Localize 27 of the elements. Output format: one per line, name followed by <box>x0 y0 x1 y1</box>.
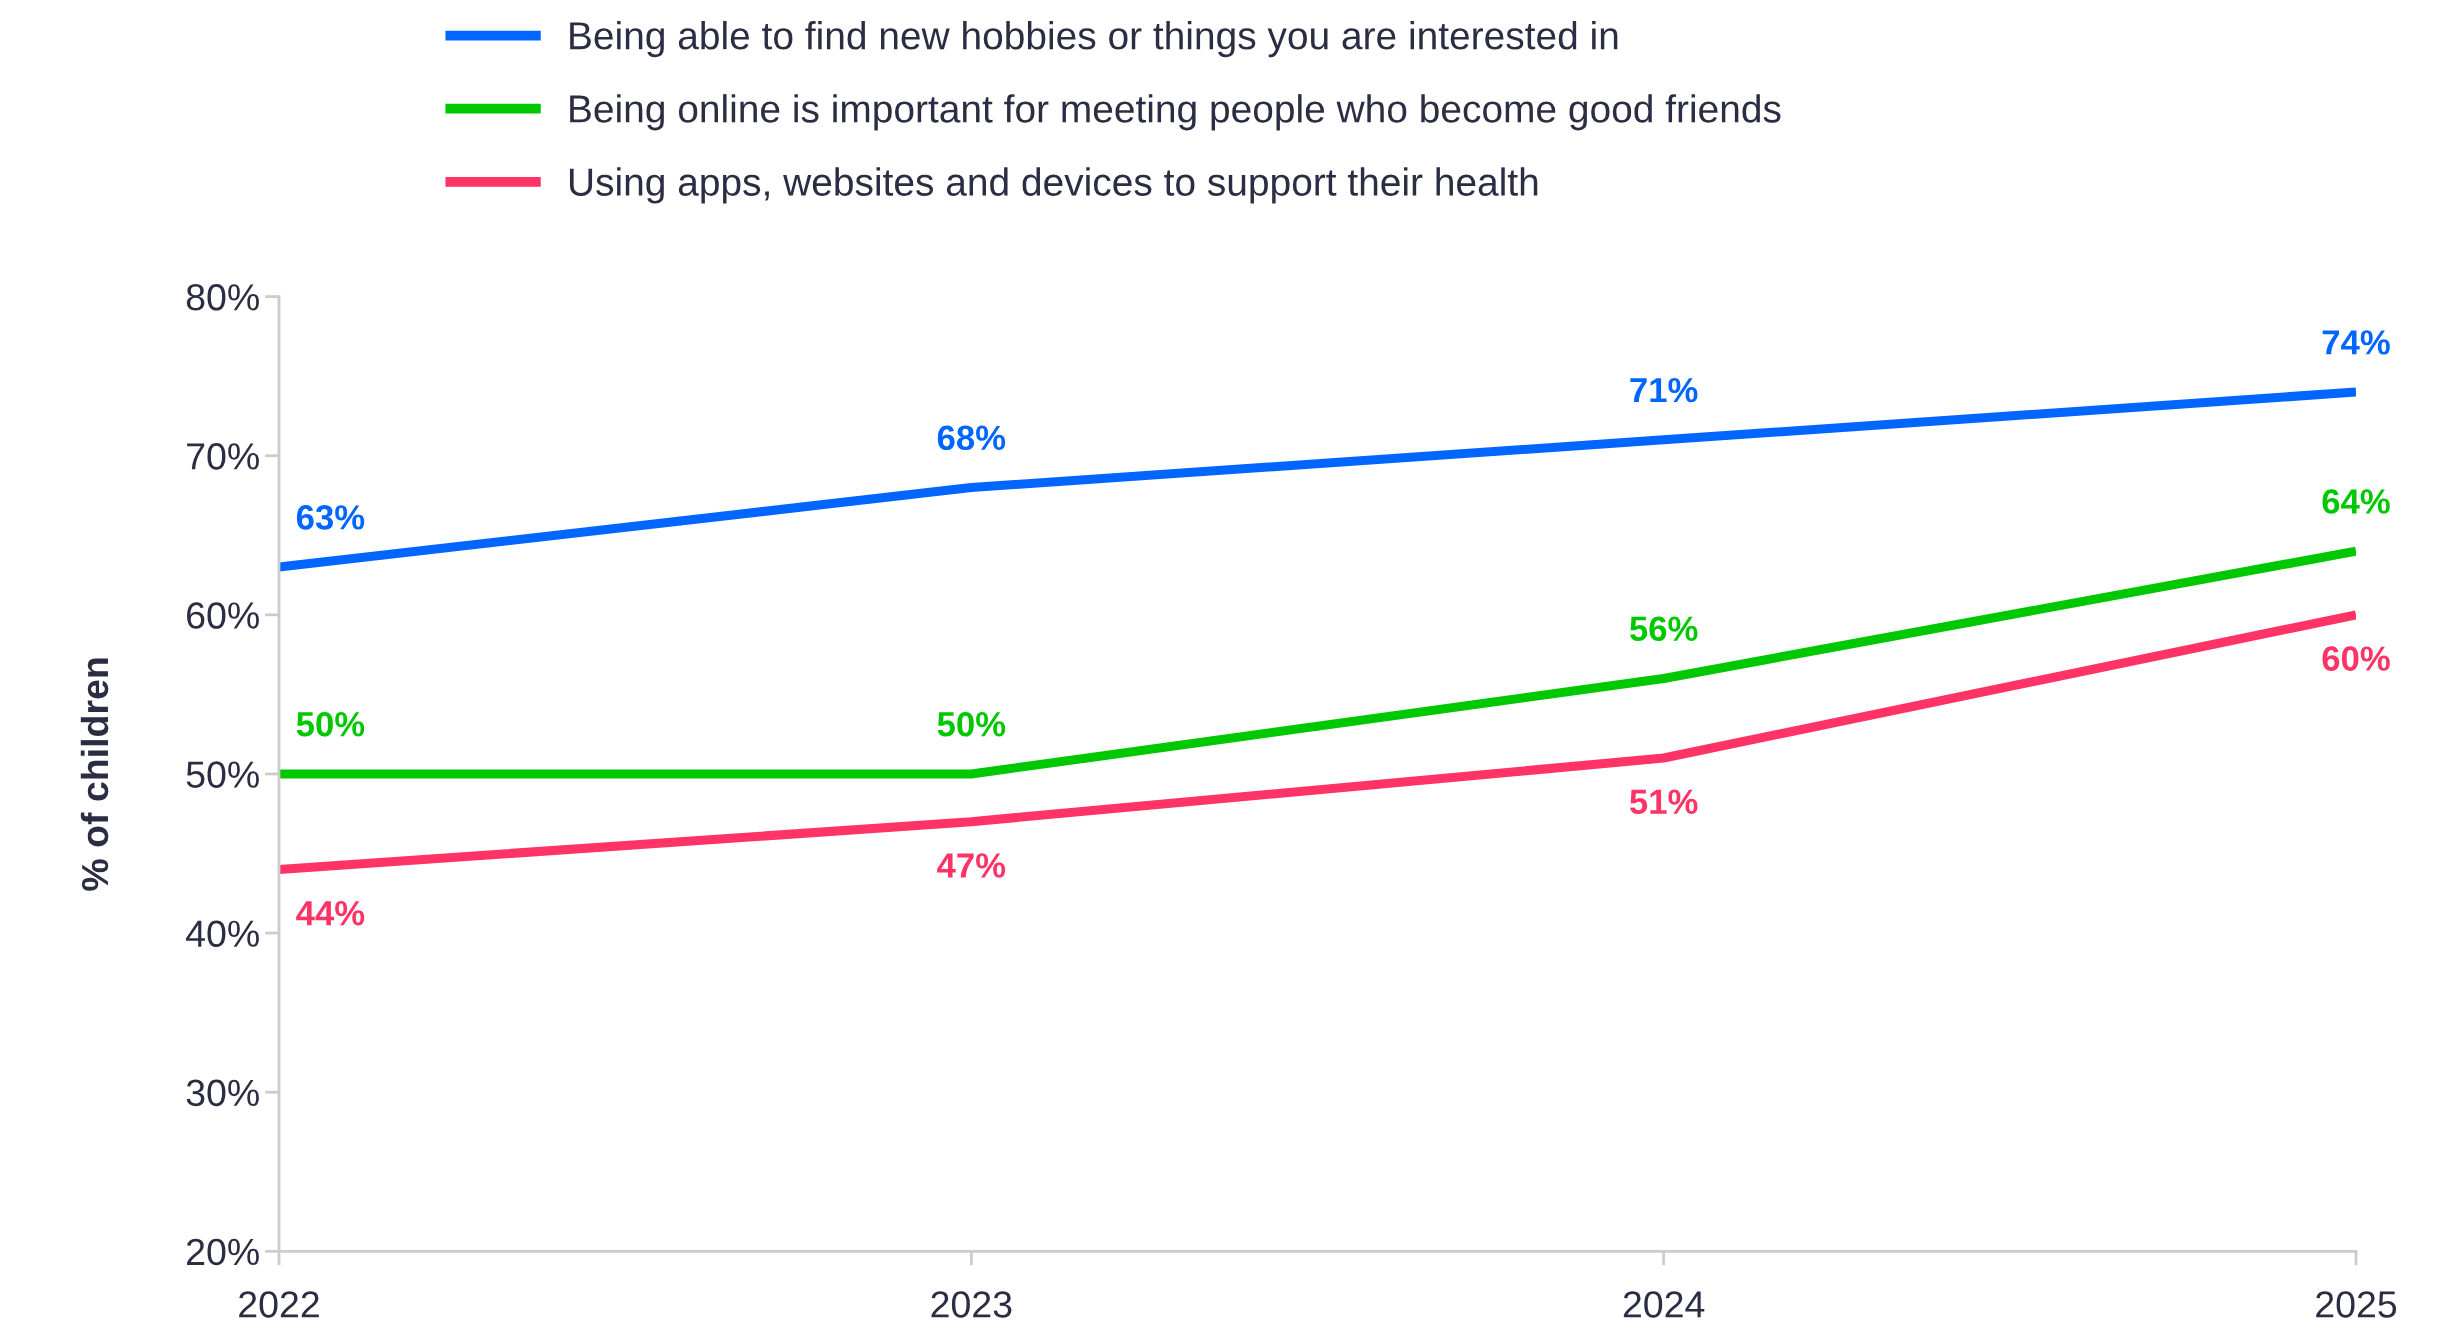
y-tick-label: 30% <box>186 1079 259 1107</box>
data-label: 63% <box>296 505 365 530</box>
data-label: 50% <box>296 711 365 737</box>
data-label: 71% <box>1630 377 1698 403</box>
x-tick-label: 2024 <box>1623 1291 1705 1318</box>
data-label: 56% <box>1629 616 1698 642</box>
y-tick-label: 40% <box>186 920 259 948</box>
data-label: 50% <box>937 711 1006 737</box>
data-label: 51% <box>1629 789 1698 815</box>
y-tick-label: 60% <box>187 602 259 629</box>
y-tick-label: 50% <box>186 761 259 788</box>
y-tick-label: 80% <box>186 283 259 311</box>
x-tick-label: 2023 <box>931 1291 1012 1318</box>
x-tick-label: 2025 <box>2316 1291 2397 1318</box>
y-axis-title: % of children <box>80 658 109 891</box>
data-label: 74% <box>2322 330 2390 355</box>
legend-label: Being online is important for meeting people who become good friends <box>570 94 1781 131</box>
data-label: 68% <box>937 425 1006 451</box>
legend-label: Using apps, websites and devices to support their health <box>569 167 1538 204</box>
data-label: 60% <box>2322 646 2390 671</box>
data-label: 47% <box>937 853 1006 878</box>
legend-label: Being able to find new hobbies or things you are interested in <box>570 20 1618 58</box>
y-tick-label: 20% <box>187 1238 259 1266</box>
y-tick-label: 70% <box>187 443 259 470</box>
data-label: 44% <box>296 900 365 926</box>
x-tick-label: 2022 <box>239 1291 319 1318</box>
data-label: 64% <box>2322 489 2390 514</box>
